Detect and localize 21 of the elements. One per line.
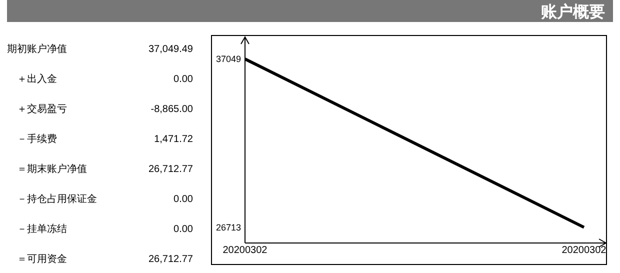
y-tick-label: 37049 [216,54,241,64]
category-label: ＋出入金 [17,73,57,85]
text: 0.00 [174,224,193,235]
x-tick-label: 20200302 [562,245,607,256]
text: 37,049.49 [148,44,193,55]
text: 26,712.77 [148,164,193,175]
text: 0.00 [174,194,193,205]
text: 账户概要 [540,3,605,21]
text: 1,471.72 [154,134,193,145]
category-label: 期初账户净值 [7,43,67,55]
category-label: －手续费 [17,133,57,145]
text: 0.00 [174,74,193,85]
x-tick-label: 20200302 [222,245,268,256]
category-label: －挂单冻结 [17,223,67,235]
category-label: －持仓占用保证金 [17,193,97,205]
category-label: ＝可用资金 [17,253,67,265]
y-tick-label: 26713 [216,222,241,232]
category-label: ＝期末账户净值 [17,163,87,175]
text: 26,712.77 [148,254,193,265]
category-label: ＋交易盈亏 [17,103,67,115]
text: -8,865.00 [150,104,193,115]
